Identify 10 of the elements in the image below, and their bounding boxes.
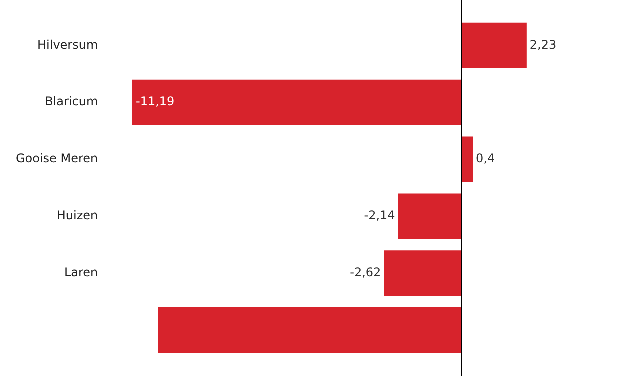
data-label: 2,23 [530,38,557,52]
y-tick-label: Hilversum [38,38,98,52]
y-tick-label: Laren [64,266,98,280]
y-tick-label: Huizen [56,208,98,223]
y-tick-label: Gooise Meren [16,152,98,166]
data-label: 0,4 [476,152,496,166]
data-label: -11,19 [136,94,175,109]
data-label: -2,14 [364,208,396,223]
y-tick-label: Blaricum [45,94,98,109]
data-label: -2,62 [350,266,382,280]
